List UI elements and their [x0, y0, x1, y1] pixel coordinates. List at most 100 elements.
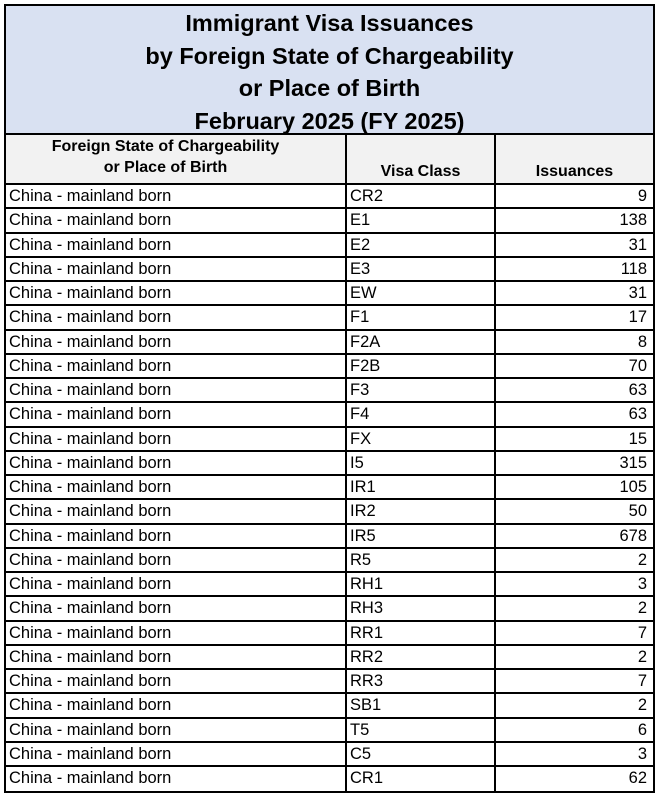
cell-place: China - mainland born — [6, 670, 347, 693]
cell-issuances: 31 — [628, 235, 647, 254]
table-row: China - mainland born IR5 678 — [6, 524, 653, 549]
cell-visa-class: EW — [347, 282, 496, 305]
table-row: China - mainland born FX 15 — [6, 427, 653, 452]
cell-issuances: 315 — [619, 453, 647, 472]
cell-visa-class: IR1 — [347, 476, 496, 499]
table-row: China - mainland born CR1 62 — [6, 767, 653, 792]
cell-issuances: 63 — [628, 405, 647, 424]
table-row: China - mainland born RR3 7 — [6, 670, 653, 695]
table-row: China - mainland born E1 138 — [6, 209, 653, 234]
cell-place: China - mainland born — [6, 403, 347, 426]
table-row: China - mainland born CR2 9 — [6, 185, 653, 210]
cell-issuances: 118 — [620, 259, 647, 278]
table-row: China - mainland born F1 17 — [6, 306, 653, 331]
table-row: China - mainland born I5 315 — [6, 451, 653, 476]
table-row: China - mainland born RR1 7 — [6, 621, 653, 646]
table-row: China - mainland born F2A 8 — [6, 330, 653, 355]
cell-visa-class: CR2 — [347, 185, 496, 208]
cell-issuances: 678 — [619, 526, 647, 545]
table-row: China - mainland born T5 6 — [6, 718, 653, 743]
cell-visa-class: R5 — [347, 548, 496, 571]
cell-issuances: 7 — [637, 672, 647, 690]
cell-place: China - mainland born — [6, 597, 347, 620]
title-line: Immigrant Visa Issuances — [185, 10, 474, 36]
cell-visa-class: F2B — [347, 354, 496, 377]
header-place-line: Foreign State of Chargeability — [51, 138, 280, 155]
cell-visa-class: IR2 — [347, 500, 496, 523]
cell-visa-class: IR5 — [347, 524, 496, 547]
table-row: China - mainland born RH3 2 — [6, 597, 653, 622]
issuances-table: Immigrant Visa Issuances by Foreign Stat… — [4, 4, 655, 793]
header-issuances: Issuances — [535, 163, 614, 180]
table-row: China - mainland born R5 2 — [6, 548, 653, 573]
cell-visa-class: E1 — [347, 209, 496, 232]
cell-place: China - mainland born — [6, 524, 347, 547]
title-line: February 2025 (FY 2025) — [194, 107, 465, 134]
cell-issuances: 63 — [628, 381, 647, 399]
cell-visa-class: I5 — [347, 451, 496, 474]
cell-place: China - mainland born — [6, 257, 347, 280]
header-place: Foreign State of Chargeability or Place … — [6, 135, 347, 183]
cell-place: China - mainland born — [6, 767, 347, 792]
cell-visa-class: E3 — [347, 257, 496, 280]
cell-visa-class: RR3 — [347, 670, 496, 693]
column-headers: Foreign State of Chargeability or Place … — [6, 135, 653, 185]
table-body: China - mainland born CR2 9 China - mainlan… — [6, 185, 653, 792]
cell-place: China - mainland born — [6, 548, 347, 571]
cell-visa-class: RR2 — [347, 645, 496, 668]
cell-place: China - mainland born — [6, 742, 347, 765]
cell-place: China - mainland born — [6, 354, 347, 377]
cell-place: China - mainland born — [6, 427, 347, 450]
table-row: China - mainland born F3 63 — [6, 379, 653, 404]
cell-place: China - mainland born — [6, 306, 347, 329]
cell-issuances: 31 — [628, 284, 647, 302]
cell-visa-class: RH3 — [347, 597, 496, 620]
cell-visa-class: F4 — [347, 403, 496, 426]
cell-visa-class: SB1 — [347, 694, 496, 717]
cell-place: China - mainland born — [6, 330, 347, 353]
cell-issuances: 70 — [628, 356, 647, 375]
cell-issuances: 3 — [637, 575, 647, 593]
cell-place: China - mainland born — [6, 233, 347, 256]
table-row: China - mainland born SB1 2 — [6, 694, 653, 719]
table-row: China - mainland born F4 63 — [6, 403, 653, 428]
cell-issuances: 50 — [628, 502, 647, 521]
cell-issuances: 2 — [637, 550, 647, 569]
table-row: China - mainland born RR2 2 — [6, 645, 653, 670]
table-row: China - mainland born F2B 70 — [6, 354, 653, 379]
cell-visa-class: CR1 — [347, 767, 496, 792]
cell-place: China - mainland born — [6, 451, 347, 474]
cell-visa-class: F3 — [347, 379, 496, 402]
cell-place: China - mainland born — [6, 185, 347, 208]
cell-place: China - mainland born — [6, 621, 347, 644]
cell-visa-class: T5 — [347, 718, 496, 741]
cell-issuances: 2 — [637, 647, 647, 666]
table-row: China - mainland born E3 118 — [6, 257, 653, 282]
table-row: China - mainland born C5 3 — [6, 742, 653, 767]
cell-issuances: 15 — [628, 429, 647, 448]
cell-place: China - mainland born — [6, 282, 347, 305]
table-row: China - mainland born E2 31 — [6, 233, 653, 258]
cell-issuances: 8 — [637, 332, 647, 351]
table-row: China - mainland born EW 31 — [6, 282, 653, 307]
title-line: by Foreign State of Chargeability — [145, 42, 514, 69]
cell-place: China - mainland born — [6, 694, 347, 717]
cell-issuances: 138 — [619, 211, 647, 230]
cell-place: China - mainland born — [6, 476, 347, 499]
cell-visa-class: C5 — [347, 742, 496, 765]
cell-visa-class: E2 — [347, 233, 496, 256]
cell-visa-class: RH1 — [347, 573, 496, 596]
table-row: China - mainland born IR2 50 — [6, 500, 653, 525]
cell-visa-class: F2A — [347, 330, 496, 353]
cell-issuances: 9 — [637, 187, 647, 205]
table-title: Immigrant Visa Issuances by Foreign Stat… — [6, 6, 653, 135]
cell-place: China - mainland born — [6, 573, 347, 596]
title-line: or Place of Birth — [238, 75, 421, 101]
cell-issuances: 2 — [637, 599, 647, 618]
cell-issuances: 17 — [628, 308, 647, 327]
cell-place: China - mainland born — [6, 379, 347, 402]
cell-issuances: 6 — [637, 720, 647, 739]
cell-place: China - mainland born — [6, 718, 347, 741]
cell-place: China - mainland born — [6, 500, 347, 523]
cell-place: China - mainland born — [6, 209, 347, 232]
